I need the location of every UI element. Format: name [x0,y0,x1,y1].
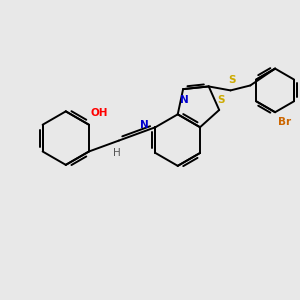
Text: H: H [113,148,121,158]
Text: N: N [180,95,188,105]
Text: S: S [218,95,225,105]
Text: N: N [140,120,148,130]
Text: S: S [228,76,235,85]
Text: Br: Br [278,117,291,127]
Text: OH: OH [91,108,108,118]
